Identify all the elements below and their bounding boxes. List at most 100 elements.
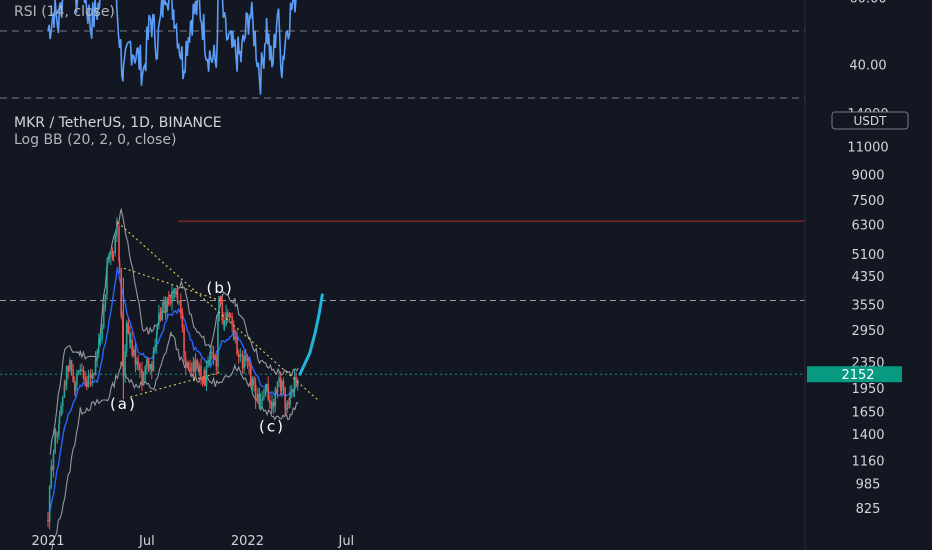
rsi-tick-label: 60.00	[849, 0, 886, 7]
candle-body	[251, 378, 254, 387]
candle-body	[239, 355, 242, 358]
candle-body	[175, 288, 177, 291]
currency-badge[interactable]: USDT	[831, 111, 909, 130]
trendline	[123, 267, 221, 302]
candle-body	[178, 301, 180, 303]
candle-body	[154, 345, 156, 351]
candle-body	[217, 321, 219, 367]
wave-label: (b)	[206, 279, 233, 297]
candle-body	[82, 371, 85, 378]
time-tick-label: 2022	[231, 534, 264, 549]
candle-body	[232, 325, 235, 340]
rsi-title: RSI (14, close)	[14, 4, 115, 20]
candle-body	[56, 435, 59, 437]
candle-body	[79, 369, 82, 371]
candle-body	[254, 384, 257, 401]
candle-body	[136, 360, 138, 365]
candle-body	[159, 312, 162, 321]
candle-body	[116, 221, 119, 227]
candle-body	[226, 312, 229, 317]
candle-body	[173, 288, 176, 294]
candle-body	[240, 354, 242, 356]
price-tick-label: 1160	[851, 454, 884, 469]
candle-body	[257, 393, 259, 402]
candle-body	[51, 466, 53, 471]
candle-body	[179, 301, 182, 313]
candle-body	[118, 226, 120, 261]
candle-body	[190, 369, 193, 371]
candle-body	[215, 359, 218, 367]
price-tick-label: 1400	[851, 428, 884, 443]
candle-body	[141, 369, 143, 386]
candle-body	[54, 431, 57, 437]
candle-body	[167, 297, 170, 303]
candle-body	[72, 369, 74, 382]
candle-body	[166, 297, 168, 312]
candle-body	[106, 258, 109, 266]
candle-body	[276, 382, 279, 394]
candle-body	[158, 312, 160, 326]
candle-body	[131, 339, 133, 356]
candle-body	[94, 358, 97, 376]
price-pane: (a) (b) (c) MKR / TetherUS, 1D, BINANCE Lo…	[0, 115, 805, 550]
candle-body	[124, 351, 126, 377]
candle-body	[295, 376, 297, 387]
candle-body	[290, 389, 293, 393]
candle-body	[85, 381, 88, 387]
candle-body	[211, 351, 213, 354]
candle-body	[176, 290, 179, 303]
candle-body	[52, 453, 55, 471]
price-tick-label: 2950	[851, 324, 884, 339]
candle-body	[292, 389, 295, 392]
price-tick-label: 7500	[851, 194, 884, 209]
candle-body	[293, 376, 296, 392]
candle-body	[137, 360, 139, 364]
candle-body	[264, 388, 267, 397]
rsi-tick-label: 40.00	[849, 59, 886, 74]
rsi-pane: RSI (14, close) 80.0060.0040.00	[0, 0, 887, 99]
candle-body	[296, 379, 299, 387]
price-scale[interactable]: 1400011000900075006300510043503550295023…	[804, 0, 909, 550]
candle-body	[269, 399, 271, 405]
candle-body	[261, 398, 263, 402]
candle-body	[218, 296, 220, 322]
time-axis[interactable]: 2021 Jul 2022 Jul	[31, 534, 354, 549]
candle-body	[248, 359, 250, 367]
candle-body	[70, 360, 73, 370]
candle-body	[183, 327, 185, 358]
candle-body	[108, 256, 110, 259]
candle-body	[282, 381, 285, 388]
price-tick-label: 9000	[851, 169, 884, 184]
candle-body	[186, 362, 189, 368]
candle-body	[171, 291, 173, 304]
candle-body	[116, 221, 118, 237]
price-title: MKR / TetherUS, 1D, BINANCE	[14, 115, 222, 131]
candle-body	[272, 401, 275, 407]
candle-body	[129, 339, 132, 344]
candle-body	[244, 355, 247, 361]
price-tick-label: 1950	[851, 382, 884, 397]
currency-badge-label: USDT	[854, 114, 888, 128]
candle-body	[271, 401, 273, 409]
price-tick-label: 5100	[851, 248, 884, 263]
candle-body	[152, 350, 155, 371]
candle-body	[263, 396, 265, 399]
candle-body	[189, 367, 191, 370]
candle-body	[106, 265, 108, 295]
candle-body	[207, 360, 209, 366]
candle-body	[212, 353, 215, 358]
candle-body	[214, 357, 216, 360]
candle-body	[64, 384, 66, 386]
candle-body	[101, 327, 103, 340]
candle-body	[219, 296, 222, 303]
candle-body	[284, 407, 287, 410]
price-tick-label: 985	[856, 477, 881, 492]
candle-body	[127, 322, 130, 334]
candle-body	[284, 387, 286, 408]
candle-body	[125, 322, 128, 352]
candle-body	[69, 360, 71, 371]
candle-body	[205, 365, 208, 386]
candle-body	[253, 378, 255, 385]
candle-body	[281, 381, 283, 391]
